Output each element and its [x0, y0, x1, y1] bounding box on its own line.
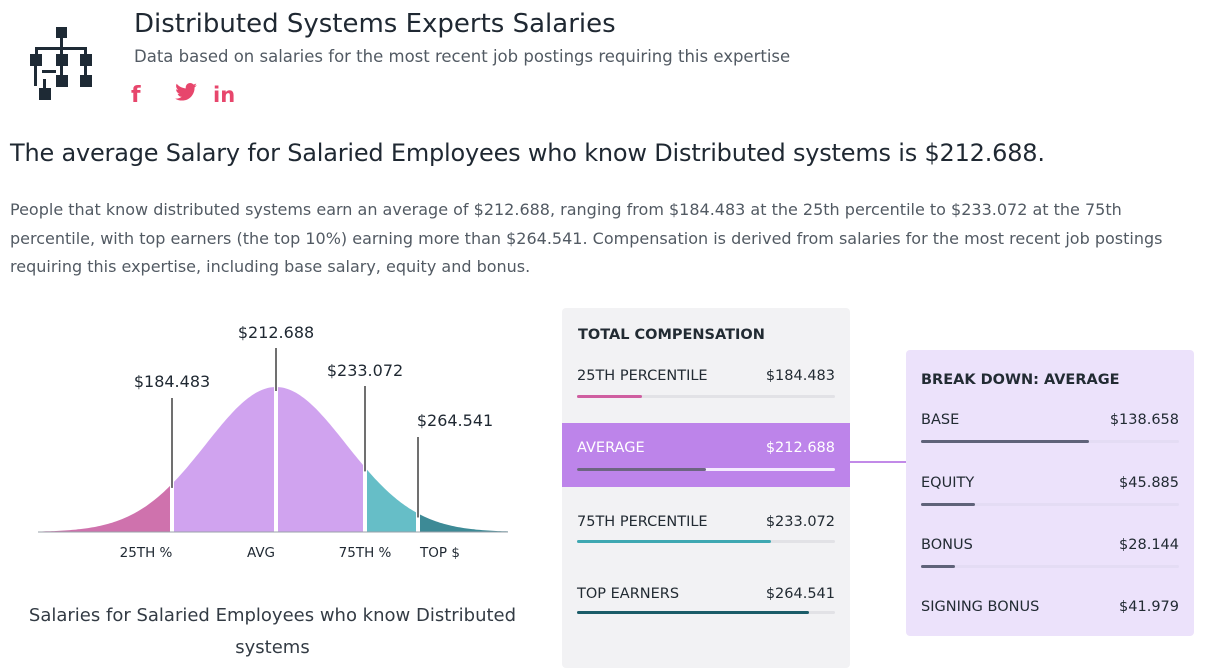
chart-segment-avg-to-75th	[278, 387, 363, 532]
tc-row-value: $233.072	[765, 514, 835, 530]
salary-description: People that know distributed systems ear…	[10, 200, 1163, 276]
breakdown-progress-track	[921, 503, 1179, 506]
tc-row-value: $184.483	[765, 368, 835, 384]
breakdown-row-label: EQUITY	[921, 475, 975, 491]
chart-segment-75th-to-top	[367, 469, 416, 532]
breakdown-progress-fill	[921, 503, 976, 506]
tc-progress-fill	[577, 540, 771, 543]
axis-label-avg: AVG	[247, 545, 275, 561]
marker-value-avg: $212.688	[238, 323, 314, 342]
axis-label-25th: 25TH %	[120, 545, 173, 561]
marker-value-75th: $233.072	[327, 361, 403, 380]
breakdown-row-bonus: BONUS $28.144	[906, 537, 1194, 571]
breakdown-panel: BREAK DOWN: AVERAGE BASE $138.658 EQUITY…	[906, 350, 1194, 636]
breakdown-connector-line	[850, 461, 906, 463]
tc-row-label: 75TH PERCENTILE	[577, 514, 708, 530]
tc-row-75th-percentile[interactable]: 75TH PERCENTILE $233.072	[562, 513, 850, 553]
facebook-icon[interactable]: f	[131, 83, 141, 108]
total-compensation-title: TOTAL COMPENSATION	[578, 327, 765, 343]
breakdown-progress-track	[921, 565, 1179, 568]
tc-progress-fill	[577, 395, 642, 398]
axis-label-75th: 75TH %	[339, 545, 392, 561]
social-links: f in	[131, 83, 235, 108]
breakdown-row-signing-bonus: SIGNING BONUS $41.979	[906, 599, 1194, 629]
tc-row-value: $212.688	[765, 440, 835, 456]
breakdown-title: BREAK DOWN: AVERAGE	[921, 372, 1120, 388]
chart-caption: Salaries for Salaried Employees who know…	[28, 605, 517, 658]
breakdown-row-value: $138.658	[1109, 412, 1179, 428]
marker-value-25th: $184.483	[134, 372, 210, 391]
breakdown-row-equity: EQUITY $45.885	[906, 475, 1194, 509]
breakdown-progress-fill	[921, 440, 1089, 443]
linkedin-icon[interactable]: in	[213, 83, 236, 107]
tc-row-value: $264.541	[765, 586, 835, 602]
breakdown-row-value: $41.979	[1119, 599, 1179, 615]
total-compensation-panel: TOTAL COMPENSATION 25TH PERCENTILE $184.…	[562, 308, 850, 668]
breakdown-row-label: BONUS	[921, 537, 973, 553]
page-title: Distributed Systems Experts Salaries	[134, 9, 616, 39]
tc-progress-track	[577, 611, 835, 614]
page-subtitle: Data based on salaries for the most rece…	[134, 47, 791, 66]
tc-progress-track	[577, 540, 835, 543]
breakdown-row-base: BASE $138.658	[906, 412, 1194, 446]
chart-segment-top-earners	[420, 514, 508, 532]
tc-progress-fill	[577, 468, 706, 471]
salary-distribution-chart: $184.483 $212.688 $233.072 $264.541 25TH…	[38, 323, 508, 561]
axis-label-top: TOP $	[419, 545, 460, 561]
tc-progress-track	[577, 395, 835, 398]
breakdown-progress-track	[921, 440, 1179, 443]
marker-value-top: $264.541	[417, 411, 493, 430]
hierarchy-diagram-icon	[30, 27, 92, 100]
tc-progress-track	[577, 468, 835, 471]
tc-row-label: 25TH PERCENTILE	[577, 368, 708, 384]
twitter-icon[interactable]	[175, 83, 213, 108]
breakdown-row-label: SIGNING BONUS	[921, 599, 1040, 615]
salary-headline: The average Salary for Salaried Employee…	[10, 139, 1045, 167]
tc-row-top-earners[interactable]: TOP EARNERS $264.541	[562, 585, 850, 625]
tc-row-average[interactable]: AVERAGE $212.688	[562, 423, 850, 487]
tc-row-label: TOP EARNERS	[577, 586, 680, 602]
breakdown-progress-fill	[921, 565, 955, 568]
tc-progress-fill	[577, 611, 810, 614]
tc-row-25th-percentile[interactable]: 25TH PERCENTILE $184.483	[562, 366, 850, 406]
chart-segment-below-25th	[38, 485, 170, 532]
breakdown-row-value: $28.144	[1119, 537, 1179, 553]
tc-row-label: AVERAGE	[577, 440, 645, 456]
chart-segment-25th-to-avg	[174, 387, 274, 532]
breakdown-row-value: $45.885	[1119, 475, 1179, 491]
breakdown-row-label: BASE	[921, 412, 960, 428]
